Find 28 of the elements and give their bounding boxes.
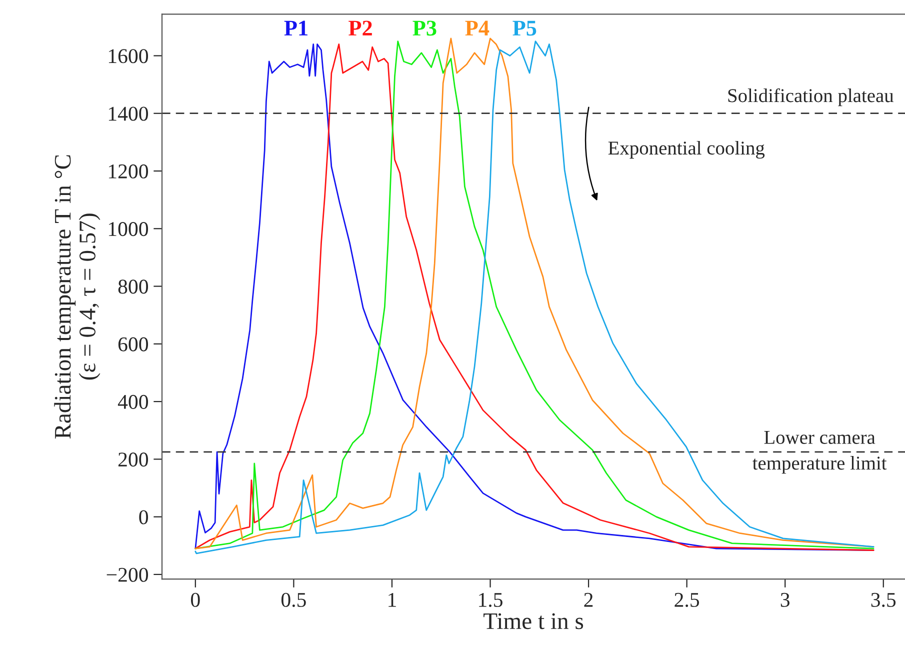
y-tick-label: 800 (118, 280, 148, 294)
x-tick-label: 1.5 (479, 592, 502, 608)
x-tick-label: 3.5 (871, 592, 896, 608)
series-label: P2 (348, 20, 372, 36)
x-tick-label: 0 (190, 592, 200, 607)
y-tick-label: −200 (106, 568, 148, 582)
x-tick-label: 0.5 (281, 592, 306, 608)
ref-line-label: Lower camera temperature limit (752, 431, 887, 474)
x-tick-label: 2.5 (674, 592, 700, 608)
x-tick-label: 2 (584, 592, 593, 607)
x-tick-label: 1 (388, 592, 396, 607)
y-tick-label: 1400 (108, 106, 148, 121)
y-tick-label: 0 (139, 510, 148, 524)
y-tick-label: 1000 (108, 222, 148, 236)
y-tick-label: 1600 (108, 49, 148, 64)
x-tick-label: 3 (780, 592, 790, 607)
series-label: P4 (465, 20, 490, 36)
series-label: P5 (512, 20, 536, 36)
y-tick-label: 400 (118, 394, 148, 409)
x-axis-title: Time t in s (484, 613, 584, 630)
y-axis-title: Radiation temperature T in °C (ε = 0.4, τ = 0.57) (54, 155, 100, 439)
ref-line-label: Solidification plateau (728, 88, 894, 106)
annotation: Exponential cooling (608, 140, 765, 159)
series-label: P3 (412, 20, 436, 36)
y-tick-label: 600 (118, 337, 148, 352)
y-tick-label: 200 (118, 452, 148, 467)
series-label: P1 (284, 20, 308, 36)
y-tick-label: 1200 (108, 164, 148, 178)
